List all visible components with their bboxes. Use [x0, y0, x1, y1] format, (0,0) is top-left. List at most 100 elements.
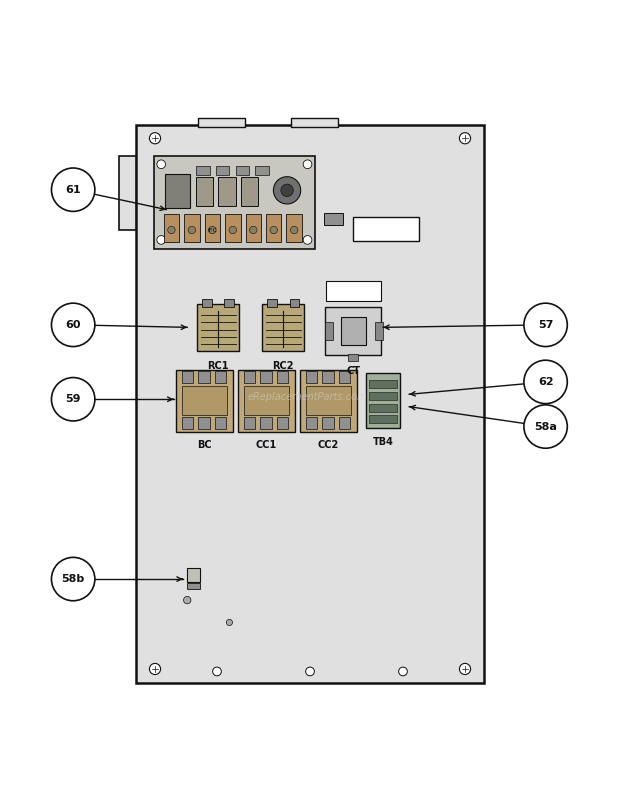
- Bar: [326, 281, 381, 301]
- Bar: [353, 217, 418, 240]
- Circle shape: [273, 177, 301, 204]
- Bar: [119, 155, 136, 230]
- Bar: [215, 417, 226, 429]
- Bar: [187, 568, 200, 582]
- Bar: [370, 404, 397, 412]
- Bar: [260, 417, 272, 429]
- Bar: [182, 371, 193, 383]
- Bar: [202, 299, 212, 307]
- Text: eReplacementParts.com: eReplacementParts.com: [247, 392, 366, 402]
- Bar: [267, 299, 277, 307]
- Bar: [322, 417, 334, 429]
- Circle shape: [524, 360, 567, 404]
- Circle shape: [184, 597, 191, 604]
- Bar: [236, 166, 249, 175]
- Circle shape: [524, 405, 567, 449]
- Bar: [266, 215, 281, 243]
- Bar: [205, 215, 220, 243]
- Bar: [182, 417, 193, 429]
- Text: TB4: TB4: [373, 437, 394, 447]
- Text: CC1: CC1: [256, 441, 277, 450]
- Circle shape: [51, 168, 95, 211]
- Text: 58a: 58a: [534, 421, 557, 432]
- Bar: [225, 215, 241, 243]
- Bar: [165, 174, 190, 208]
- Bar: [262, 304, 304, 351]
- Bar: [339, 417, 350, 429]
- Bar: [277, 417, 288, 429]
- Bar: [198, 371, 210, 383]
- Bar: [286, 215, 302, 243]
- Text: RC1: RC1: [208, 360, 229, 371]
- Bar: [154, 155, 315, 248]
- Bar: [198, 417, 210, 429]
- Bar: [196, 177, 213, 207]
- Bar: [215, 371, 226, 383]
- Bar: [290, 299, 299, 307]
- Bar: [187, 583, 200, 589]
- Circle shape: [51, 303, 95, 347]
- Circle shape: [157, 235, 166, 244]
- Bar: [218, 177, 236, 207]
- Bar: [348, 354, 358, 361]
- Circle shape: [149, 133, 161, 144]
- Circle shape: [281, 184, 293, 196]
- Circle shape: [157, 160, 166, 169]
- Circle shape: [303, 235, 312, 244]
- Bar: [306, 371, 317, 383]
- Bar: [196, 166, 210, 175]
- Text: RC2: RC2: [273, 360, 294, 371]
- Text: IFC: IFC: [208, 227, 218, 232]
- Bar: [198, 119, 245, 127]
- Circle shape: [459, 663, 471, 674]
- Bar: [241, 177, 258, 207]
- Bar: [136, 125, 484, 682]
- Circle shape: [290, 226, 298, 234]
- Text: 60: 60: [66, 320, 81, 330]
- Bar: [216, 166, 229, 175]
- Bar: [375, 322, 383, 340]
- Bar: [306, 385, 351, 416]
- Bar: [370, 392, 397, 400]
- Bar: [246, 215, 261, 243]
- Text: 57: 57: [538, 320, 553, 330]
- Bar: [244, 417, 255, 429]
- Circle shape: [524, 303, 567, 347]
- Circle shape: [459, 133, 471, 144]
- Circle shape: [306, 667, 314, 676]
- Bar: [182, 385, 227, 416]
- Text: BC: BC: [197, 441, 212, 450]
- Bar: [341, 317, 366, 344]
- Bar: [176, 369, 233, 432]
- Text: CC2: CC2: [318, 441, 339, 450]
- Circle shape: [303, 160, 312, 169]
- Bar: [370, 416, 397, 424]
- Bar: [326, 307, 381, 355]
- Circle shape: [399, 667, 407, 676]
- Circle shape: [167, 226, 175, 234]
- Bar: [324, 212, 343, 225]
- Bar: [291, 119, 338, 127]
- Bar: [238, 369, 295, 432]
- Text: 62: 62: [538, 377, 554, 387]
- Text: 61: 61: [65, 185, 81, 195]
- Bar: [322, 371, 334, 383]
- Bar: [300, 369, 357, 432]
- Circle shape: [51, 377, 95, 421]
- Circle shape: [229, 226, 237, 234]
- Bar: [164, 215, 179, 243]
- Circle shape: [208, 226, 216, 234]
- Bar: [197, 304, 239, 351]
- Text: 58b: 58b: [61, 574, 85, 584]
- Bar: [244, 371, 255, 383]
- Circle shape: [51, 557, 95, 601]
- Bar: [244, 385, 289, 416]
- Circle shape: [270, 226, 278, 234]
- Text: 59: 59: [66, 394, 81, 405]
- Bar: [255, 166, 269, 175]
- Circle shape: [149, 663, 161, 674]
- Bar: [370, 380, 397, 388]
- Bar: [277, 371, 288, 383]
- Bar: [366, 372, 401, 429]
- Bar: [306, 417, 317, 429]
